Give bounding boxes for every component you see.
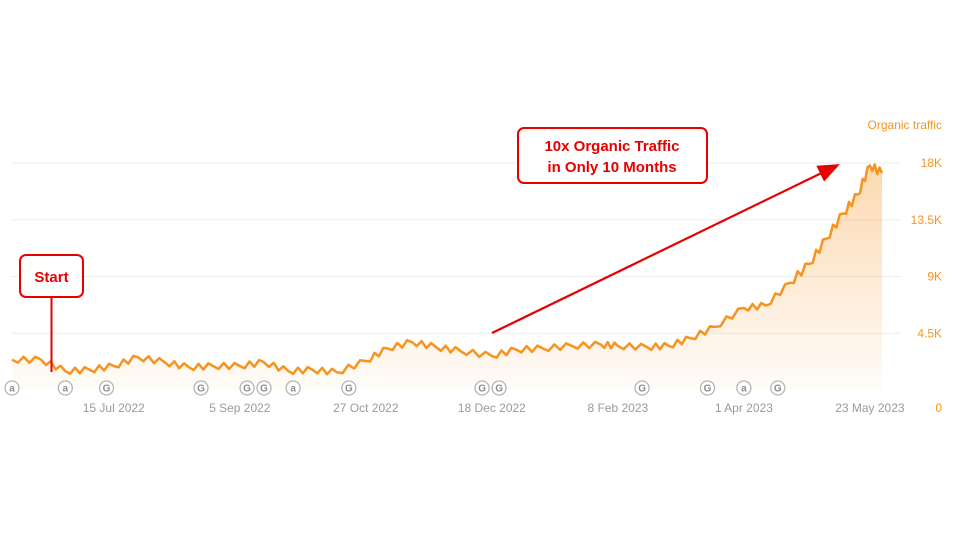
x-axis-ticks: 15 Jul 2022 5 Sep 2022 27 Oct 2022 18 Dec 2… [83, 401, 905, 415]
marker-letter: G [103, 384, 111, 395]
ahrefs-update-marker[interactable]: a [4, 380, 20, 396]
marker-letter: G [345, 384, 353, 395]
marker-letter: G [243, 384, 251, 395]
marker-letter: G [638, 384, 646, 395]
marker-circle [341, 380, 357, 396]
y-tick-label: 18K [921, 156, 942, 170]
growth-callout-line1: 10x Organic Traffic [544, 138, 679, 155]
marker-circle [285, 380, 301, 396]
marker-circle [4, 380, 20, 396]
google-update-marker[interactable]: G [193, 380, 209, 396]
marker-circle [239, 380, 255, 396]
marker-circle [193, 380, 209, 396]
start-callout-label: Start [34, 269, 68, 286]
x-tick-label: 5 Sep 2022 [209, 401, 271, 415]
marker-letter: G [478, 384, 486, 395]
google-update-marker[interactable]: G [770, 380, 786, 396]
marker-letter: G [260, 384, 268, 395]
y-tick-label: 4.5K [917, 326, 942, 340]
marker-letter: a [741, 384, 747, 395]
traffic-area [12, 164, 882, 390]
google-update-marker[interactable]: G [98, 380, 115, 396]
start-annotation: Start [19, 254, 84, 372]
marker-letter: G [704, 384, 712, 395]
y-tick-label: 13.5K [911, 213, 942, 227]
growth-callout-line2: in Only 10 Months [547, 159, 676, 176]
marker-circle [634, 380, 650, 396]
y-axis-label: Organic traffic [868, 118, 942, 132]
marker-letter: G [495, 384, 503, 395]
growth-annotation: 10x Organic Traffic in Only 10 Months [491, 127, 840, 334]
marker-circle [491, 380, 507, 396]
x-tick-label: 18 Dec 2022 [458, 401, 526, 415]
google-update-marker[interactable]: G [256, 380, 272, 396]
marker-letter: G [774, 384, 782, 395]
google-update-marker[interactable]: G [341, 380, 357, 396]
x-tick-label: 15 Jul 2022 [83, 401, 145, 415]
marker-circle [474, 380, 490, 396]
marker-circle [57, 380, 73, 396]
growth-arrow [491, 164, 840, 334]
y-axis-ticks: 0 4.5K 9K 13.5K 18K [911, 156, 943, 415]
google-update-marker[interactable]: G [239, 380, 255, 396]
y-tick-label: 9K [927, 270, 942, 284]
growth-callout-box [517, 127, 708, 184]
ahrefs-update-marker[interactable]: a [736, 380, 752, 396]
marker-circle [256, 380, 272, 396]
traffic-line [11, 163, 884, 376]
marker-circle [736, 380, 752, 396]
y-tick-label: 0 [935, 401, 942, 415]
x-tick-label: 8 Feb 2023 [587, 401, 648, 415]
x-tick-label: 23 May 2023 [835, 401, 905, 415]
google-update-marker[interactable]: G [699, 380, 716, 396]
google-update-marker[interactable]: G [634, 380, 650, 396]
ahrefs-update-marker[interactable]: a [285, 380, 301, 396]
marker-circle [699, 380, 716, 396]
marker-circle [770, 380, 786, 396]
marker-circle [98, 380, 115, 396]
x-tick-label: 1 Apr 2023 [715, 401, 773, 415]
ahrefs-update-marker[interactable]: a [57, 380, 73, 396]
marker-letter: a [63, 384, 69, 395]
marker-letter: a [290, 384, 296, 395]
google-update-marker[interactable]: G [474, 380, 490, 396]
x-tick-label: 27 Oct 2022 [333, 401, 399, 415]
marker-letter: a [9, 384, 15, 395]
marker-letter: G [197, 384, 205, 395]
google-update-marker[interactable]: G [491, 380, 507, 396]
